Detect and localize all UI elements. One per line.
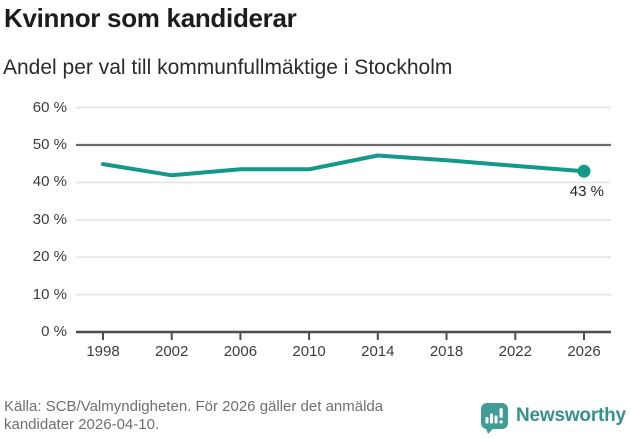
x-tick-label: 1998 <box>86 343 120 360</box>
newsworthy-icon <box>481 403 508 434</box>
x-tick-label: 2010 <box>292 343 326 360</box>
data-line <box>101 153 586 178</box>
newsworthy-logo: Newsworthy <box>480 403 626 434</box>
chart-subtitle: Andel per val till kommunfullmäktige i S… <box>3 56 453 79</box>
end-value-label: 43 % <box>569 183 604 200</box>
logo-bar-1 <box>485 417 489 424</box>
logo-bar-2 <box>490 413 493 424</box>
newsworthy-wordmark: Newsworthy <box>516 405 626 426</box>
y-tick-label: 10 % <box>32 285 67 303</box>
x-tick-label: 2018 <box>429 343 464 360</box>
source-note: Källa: SCB/Valmyndigheten. För 2026 gäll… <box>4 398 384 433</box>
y-tick-label: 40 % <box>32 173 67 191</box>
end-point-marker <box>577 164 591 178</box>
logo-bubble-tail <box>485 427 495 434</box>
logo-exclamation-stem <box>499 408 503 418</box>
y-tick-label: 0 % <box>41 323 67 340</box>
logo-bar-3 <box>494 415 498 424</box>
logo-exclamation-dot <box>499 420 503 424</box>
x-tick-label: 2026 <box>567 343 601 360</box>
chart-title: Kvinnor som kandiderar <box>4 3 297 33</box>
x-tick-label: 2006 <box>223 343 258 360</box>
x-tick-label: 2014 <box>361 343 395 360</box>
x-tick-label: 2022 <box>498 343 532 360</box>
y-tick-label: 30 % <box>32 210 67 228</box>
y-tick-label: 20 % <box>32 248 67 266</box>
y-tick-label: 60 % <box>32 98 67 116</box>
x-tick-label: 2002 <box>155 343 189 360</box>
y-tick-label: 50 % <box>32 136 67 153</box>
logo-bubble <box>481 403 508 429</box>
